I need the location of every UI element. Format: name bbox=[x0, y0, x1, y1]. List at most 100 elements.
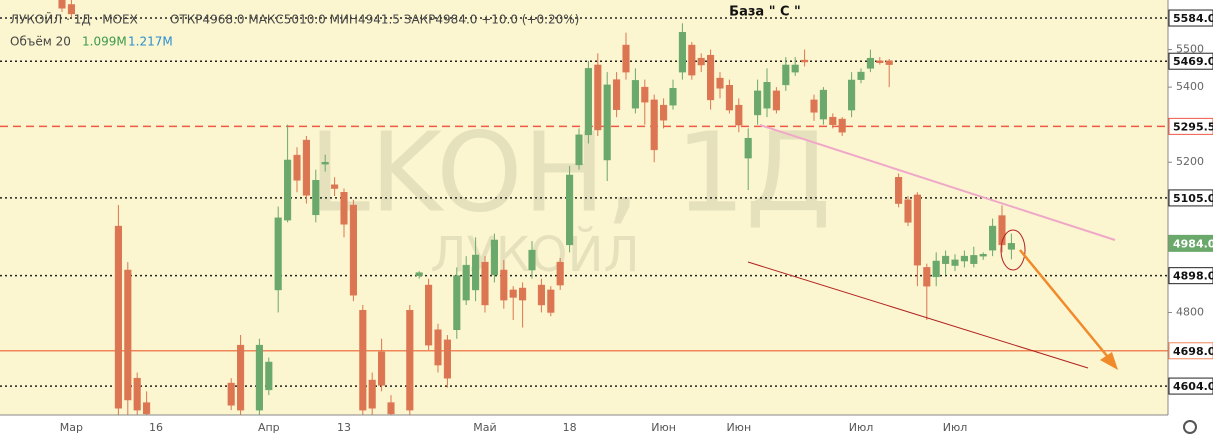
candle-body bbox=[613, 79, 621, 110]
candle-body bbox=[453, 275, 461, 330]
candle-body bbox=[650, 99, 658, 151]
candle-body bbox=[998, 215, 1006, 246]
candle-body bbox=[960, 255, 968, 262]
candle-body bbox=[114, 225, 122, 409]
candle-body bbox=[368, 379, 376, 409]
x-tick-label: Июл bbox=[943, 421, 968, 434]
candle-body bbox=[744, 137, 752, 159]
x-tick-label: Апр bbox=[258, 421, 280, 434]
arrow-head bbox=[1100, 352, 1118, 370]
candle-body bbox=[641, 86, 649, 103]
candle-body bbox=[942, 255, 950, 264]
candle-body bbox=[528, 249, 536, 271]
level-label-box bbox=[1168, 189, 1213, 207]
symbol: ЛУКОЙЛ · 1Д · MOEX bbox=[10, 12, 138, 27]
candle-body bbox=[725, 85, 733, 111]
candle-body bbox=[387, 402, 395, 415]
ohlc-text: ОТКР4968.0 МАКС5010.0 МИН4941.5 ЗАКР4984… bbox=[170, 13, 579, 27]
volume-value: 1.099M bbox=[82, 35, 127, 49]
candle-body bbox=[735, 104, 743, 126]
candle-body bbox=[378, 351, 386, 386]
candle-body bbox=[434, 329, 442, 366]
candle-body bbox=[622, 44, 630, 73]
x-tick-label: Май bbox=[473, 421, 496, 434]
candle-body bbox=[312, 180, 320, 216]
chart-title: База " С " bbox=[729, 5, 801, 20]
candle-body bbox=[519, 287, 527, 301]
trend-line bbox=[747, 261, 1089, 369]
x-tick-label: Июл bbox=[849, 421, 874, 434]
candle-body bbox=[857, 71, 865, 80]
y-tick-label: 5500 bbox=[1176, 43, 1204, 56]
candle-body bbox=[707, 54, 715, 101]
candle-body bbox=[923, 267, 931, 287]
settings-icon[interactable] bbox=[1183, 420, 1197, 434]
candle-body bbox=[425, 284, 433, 346]
candle-body bbox=[481, 261, 489, 306]
candle-body bbox=[58, 0, 66, 9]
candle-body bbox=[340, 192, 348, 225]
candle-body bbox=[801, 59, 809, 63]
x-tick-label: 18 bbox=[563, 421, 577, 434]
candle-body bbox=[763, 81, 771, 109]
x-tick-label: Мар bbox=[60, 421, 83, 434]
candle-body bbox=[791, 64, 799, 73]
candle-body bbox=[575, 134, 583, 166]
level-label: 5295.5 bbox=[1173, 120, 1213, 133]
candle-body bbox=[500, 269, 508, 301]
level-label: 5469.0 bbox=[1173, 55, 1213, 68]
candle-body bbox=[876, 60, 884, 63]
candle-body bbox=[697, 57, 705, 66]
volume-ma-value: 1.217M bbox=[128, 35, 173, 49]
candle-body bbox=[885, 60, 893, 65]
candle-body bbox=[782, 64, 790, 86]
level-label-box bbox=[1168, 342, 1213, 360]
candle-body bbox=[1007, 243, 1015, 250]
candle-body bbox=[293, 154, 301, 181]
candle-body bbox=[274, 217, 282, 291]
level-label: 4898.0 bbox=[1173, 270, 1213, 283]
plot-background bbox=[0, 0, 1168, 415]
level-label: 5105.0 bbox=[1173, 192, 1213, 205]
candle-body bbox=[237, 344, 245, 411]
level-label: 4984.0 bbox=[1173, 237, 1213, 250]
candle-body bbox=[904, 199, 912, 223]
candle-body bbox=[331, 184, 339, 189]
price-axis bbox=[1168, 0, 1213, 439]
candle-body bbox=[754, 90, 762, 116]
candle-body bbox=[302, 139, 310, 196]
y-tick-label: 4800 bbox=[1176, 305, 1204, 318]
candle-body bbox=[415, 272, 423, 276]
candle-body bbox=[829, 116, 837, 125]
x-tick-label: 13 bbox=[337, 421, 351, 434]
candle-body bbox=[772, 90, 780, 111]
candle-body bbox=[660, 104, 668, 121]
candle-body bbox=[537, 284, 545, 306]
candle-body bbox=[631, 80, 639, 109]
candle-body bbox=[989, 225, 997, 251]
candle-body bbox=[406, 309, 414, 411]
candle-body bbox=[321, 161, 329, 165]
candle-body bbox=[810, 99, 818, 113]
candle-body bbox=[124, 269, 132, 401]
candle-body bbox=[913, 194, 921, 266]
candle-body bbox=[556, 261, 564, 286]
level-label: 5584.0 bbox=[1173, 12, 1213, 25]
candle-body bbox=[594, 64, 602, 131]
candle-body bbox=[443, 339, 451, 379]
volume-label: Объём 20 bbox=[10, 35, 71, 49]
settings-gear[interactable] bbox=[1183, 420, 1197, 434]
candle-body bbox=[669, 88, 677, 106]
level-label-box bbox=[1168, 9, 1213, 27]
candle-body bbox=[819, 89, 827, 120]
x-tick-label: 16 bbox=[149, 421, 163, 434]
candle-body bbox=[895, 177, 903, 204]
time-axis bbox=[0, 415, 1168, 439]
candle-body bbox=[838, 118, 846, 133]
level-label-box bbox=[1168, 267, 1213, 285]
candle-body bbox=[848, 79, 856, 111]
candle-body bbox=[951, 259, 959, 266]
circle-marker bbox=[1000, 229, 1026, 271]
candle-body bbox=[349, 204, 357, 296]
